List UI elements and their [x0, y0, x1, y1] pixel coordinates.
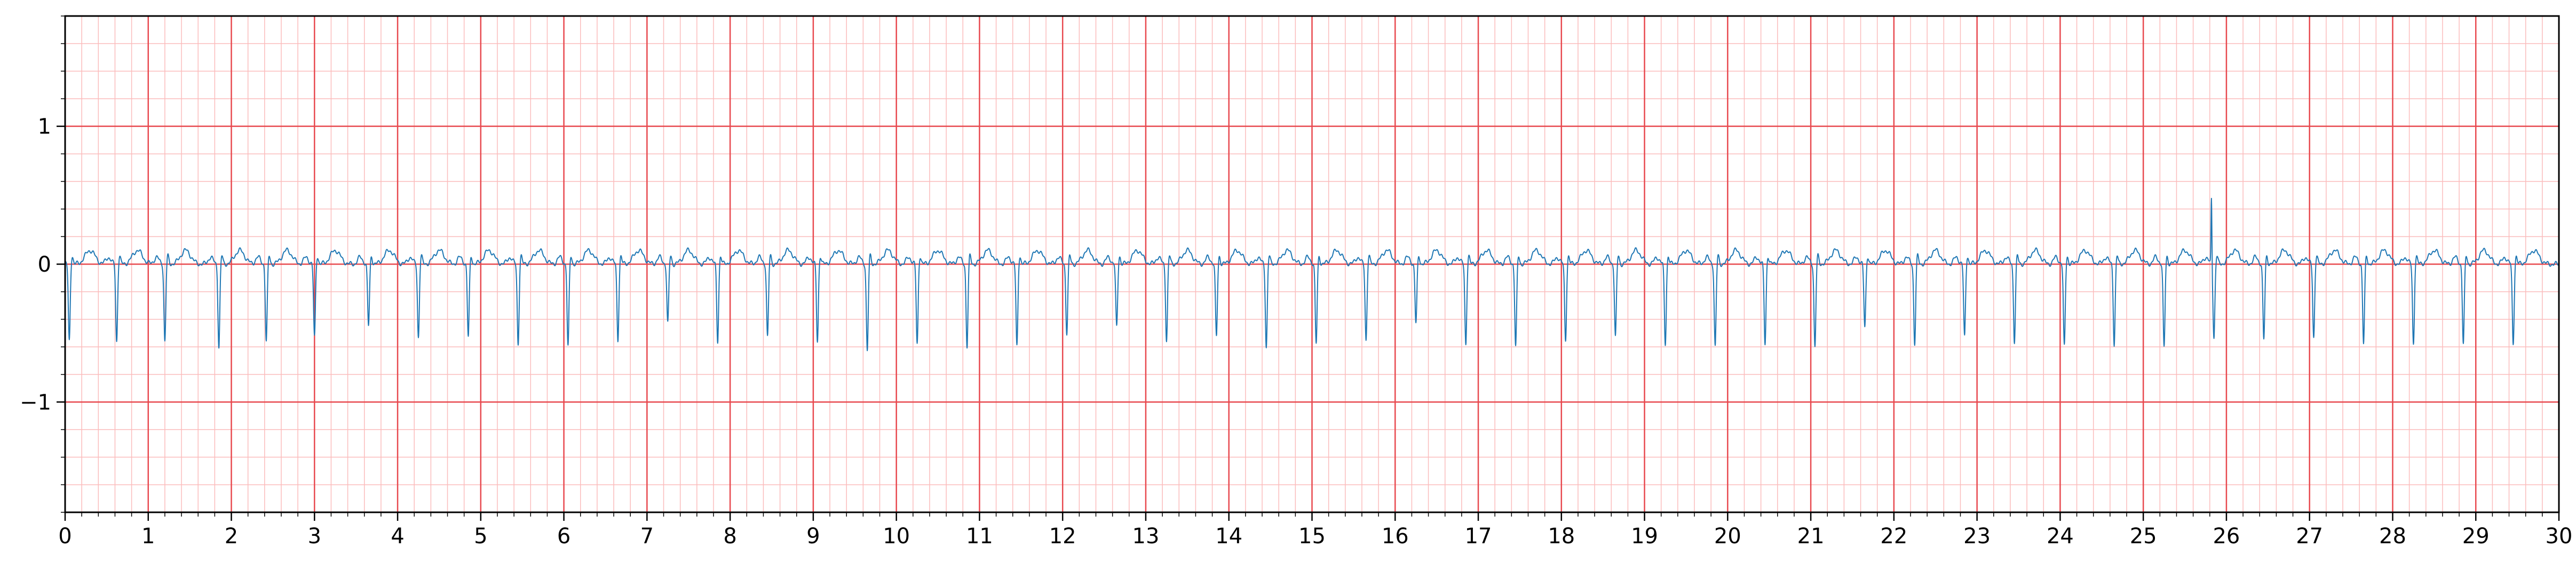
x-tick-labels: 0 1 2 3 4 5 6 7 8 9 10 11 12 13 14 15 16 17 18 19 20 21 22 23 24… [58, 524, 2572, 549]
x-tick-label: 2 [225, 524, 238, 549]
x-tick-label: 12 [1049, 524, 1076, 549]
x-tick-label: 22 [1880, 524, 1907, 549]
x-tick-label: 4 [391, 524, 404, 549]
x-tick-label: 30 [2546, 524, 2573, 549]
x-tick-label: 13 [1132, 524, 1160, 549]
x-tick-label: 10 [883, 524, 910, 549]
x-tick-label: 15 [1298, 524, 1326, 549]
ecg-trace-line [65, 197, 2559, 352]
x-tick-label: 16 [1382, 524, 1409, 549]
y-tick-label: 1 [38, 115, 51, 139]
x-tick-label: 21 [1797, 524, 1825, 549]
x-tick-label: 25 [2130, 524, 2157, 549]
x-tick-label: 3 [308, 524, 321, 549]
y-tick-label: −1 [20, 390, 51, 415]
y-tick-label: 0 [38, 252, 51, 277]
x-tick-label: 26 [2213, 524, 2240, 549]
x-tick-label: 27 [2296, 524, 2323, 549]
x-tick-label: 29 [2462, 524, 2490, 549]
x-tick-label: 24 [2047, 524, 2074, 549]
x-tick-label: 5 [474, 524, 487, 549]
x-tick-label: 11 [966, 524, 993, 549]
tick-marks [57, 15, 2560, 521]
x-tick-label: 6 [557, 524, 570, 549]
y-tick-labels: 1 0 −1 [20, 115, 51, 415]
series-layer [65, 197, 2559, 352]
x-tick-label: 9 [806, 524, 820, 549]
x-tick-label: 23 [1963, 524, 1991, 549]
x-tick-label: 18 [1548, 524, 1575, 549]
x-tick-label: 20 [1714, 524, 1741, 549]
x-tick-label: 17 [1465, 524, 1492, 549]
x-tick-label: 8 [723, 524, 736, 549]
x-tick-label: 7 [640, 524, 654, 549]
x-tick-label: 14 [1215, 524, 1242, 549]
x-tick-label: 0 [58, 524, 72, 549]
x-tick-label: 28 [2379, 524, 2406, 549]
x-tick-label: 1 [141, 524, 155, 549]
x-tick-label: 19 [1631, 524, 1658, 549]
